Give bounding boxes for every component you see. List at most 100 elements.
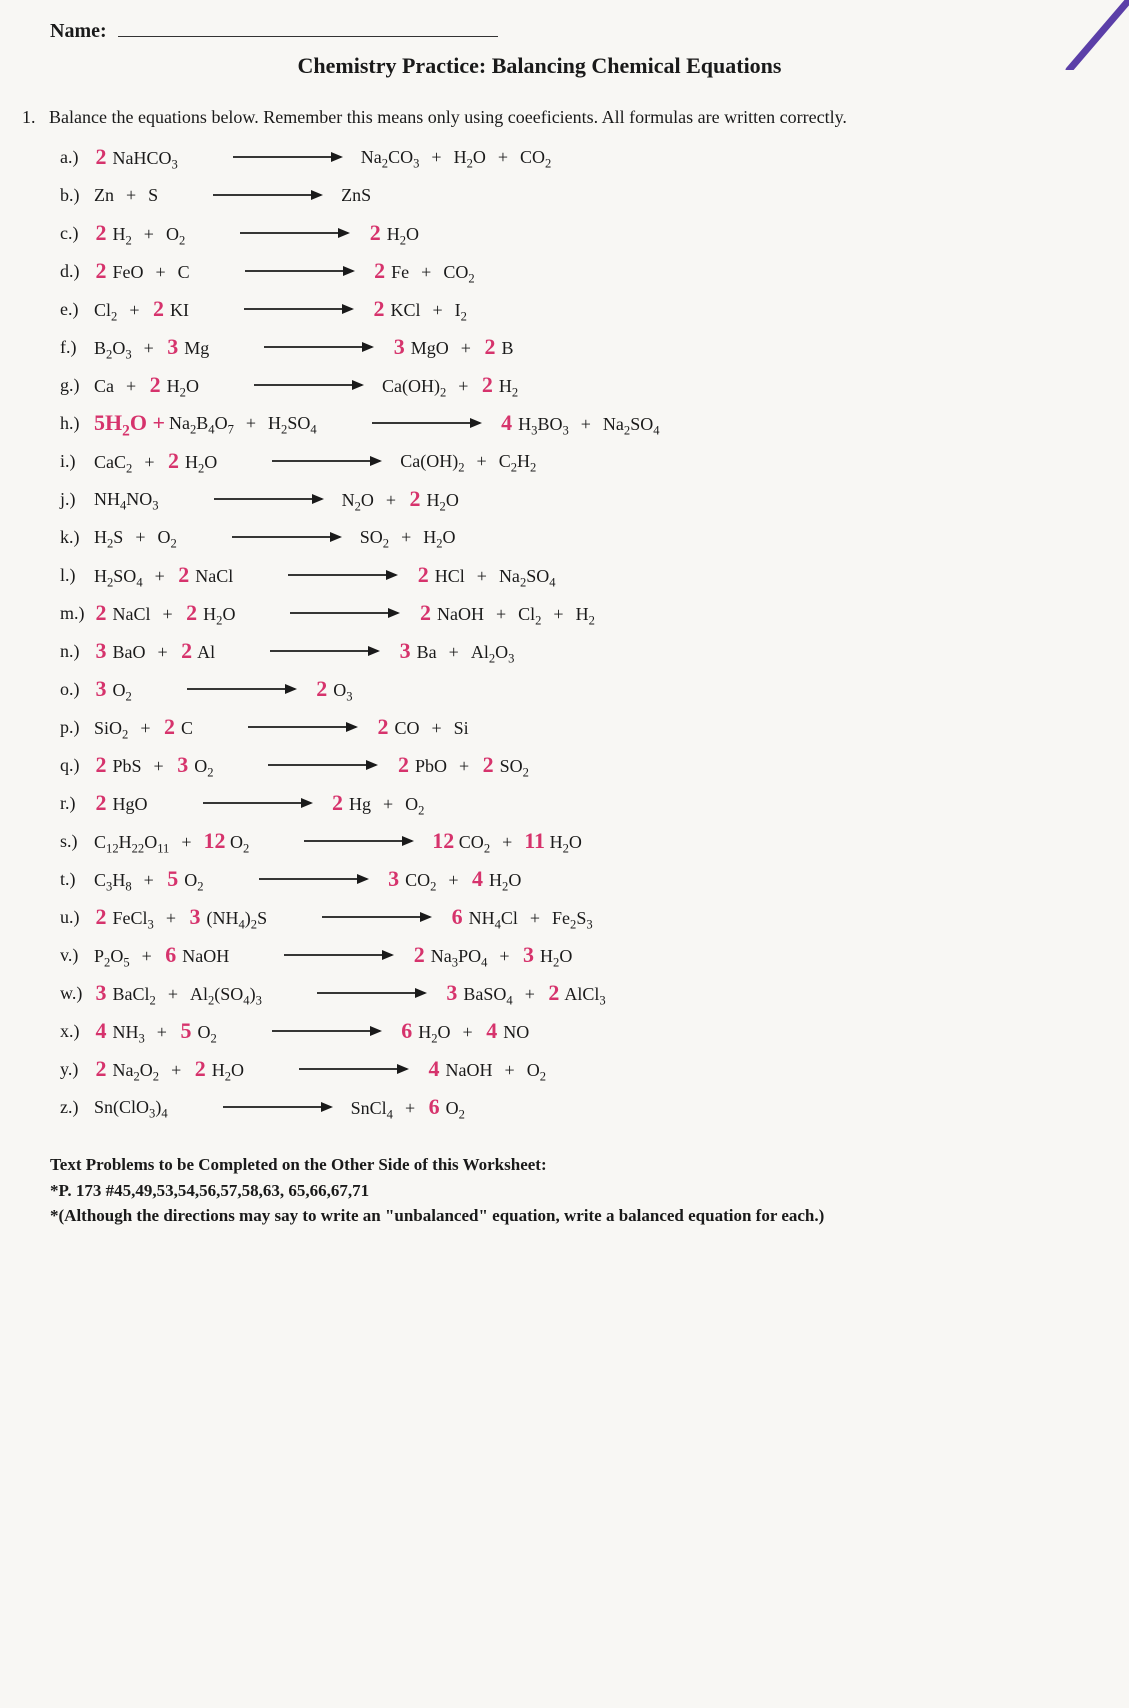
reaction-arrow-icon [244, 302, 354, 316]
handwritten-coefficient: 3 [522, 944, 536, 966]
equation-row: h.)5H2O +Na2B4O7 + H2SO4 4 H3BO3 + Na2SO… [50, 404, 1029, 442]
chemical-formula: H2O [185, 452, 217, 472]
handwritten-coefficient: 6 [164, 944, 178, 966]
chemical-formula: CO2 [443, 262, 474, 282]
equation-rhs: 4 H3BO3 + Na2SO4 [500, 412, 660, 434]
chemical-formula: NaHCO3 [113, 148, 178, 168]
chemical-formula: Al [197, 642, 215, 662]
chemical-formula: Fe [391, 262, 409, 282]
chemical-formula: SnCl4 [351, 1098, 393, 1118]
chemical-formula: Na2B4O7 [169, 413, 234, 433]
equation-label: v.) [50, 946, 94, 964]
name-label: Name: [50, 20, 107, 42]
handwritten-coefficient: 3 [398, 640, 412, 662]
reaction-arrow-icon [270, 644, 380, 658]
chemical-formula: H2O [418, 1022, 450, 1042]
equation-rhs: 2 KCl + I2 [372, 298, 467, 320]
chemical-formula: HCl [435, 566, 465, 586]
handwritten-coefficient: 3 [392, 336, 406, 358]
equation-rhs: 6 H2O + 4 NO [400, 1020, 529, 1042]
equation-label: r.) [50, 794, 94, 812]
chemical-formula: H2O [427, 490, 459, 510]
chemical-formula: Na2SO4 [603, 414, 660, 434]
equation-lhs: 2 HgO [94, 792, 175, 814]
chemical-formula: H3BO3 [518, 414, 569, 434]
equation-row: c.)2 H2 + O2 2 H2O [50, 214, 1029, 252]
equation-lhs: 2 Na2O2 + 2 H2O [94, 1058, 271, 1080]
equation-row: u.)2 FeCl3 + 3 (NH4)2S 6 NH4Cl + Fe2S3 [50, 898, 1029, 936]
reaction-arrow-icon [322, 910, 432, 924]
handwritten-coefficient: 2 [547, 982, 561, 1004]
equation-label: n.) [50, 642, 94, 660]
chemical-formula: KI [170, 300, 189, 320]
reaction-arrow-icon [284, 948, 394, 962]
reaction-arrow-icon [233, 150, 343, 164]
equation-row: e.)Cl2 + 2 KI 2 KCl + I2 [50, 290, 1029, 328]
handwritten-coefficient: 2 [180, 640, 194, 662]
reaction-arrow-icon [232, 530, 342, 544]
chemical-formula: O2 [157, 527, 176, 547]
equation-rhs: 2 HCl + Na2SO4 [416, 564, 555, 586]
footer-line-2: *P. 173 #45,49,53,54,56,57,58,63, 65,66,… [50, 1178, 1029, 1204]
equation-rhs: 2 PbO + 2 SO2 [396, 754, 528, 776]
equation-row: g.)Ca + 2 H2O Ca(OH)2 + 2 H2 [50, 366, 1029, 404]
chemical-formula: NaCl [195, 566, 233, 586]
chemical-formula: KCl [390, 300, 420, 320]
handwritten-coefficient: 12 [204, 830, 226, 852]
chemical-formula: H2O [489, 870, 521, 890]
chemical-formula: H2O [454, 147, 486, 167]
reaction-arrow-icon [304, 834, 414, 848]
chemical-formula: BaSO4 [463, 984, 512, 1004]
chemical-formula: NH3 [113, 1022, 145, 1042]
equation-row: w.)3 BaCl2 + Al2(SO4)3 3 BaSO4 + 2 AlCl3 [50, 974, 1029, 1012]
handwritten-coefficient: 2 [372, 298, 386, 320]
chemical-formula: CO2 [405, 870, 436, 890]
footer-text: Text Problems to be Completed on the Oth… [50, 1152, 1029, 1229]
chemical-formula: NH4NO3 [94, 489, 159, 509]
equation-lhs: H2SO4 + 2 NaCl [94, 564, 260, 586]
equation-label: t.) [50, 870, 94, 888]
chemical-formula: H2O [423, 527, 455, 547]
handwritten-coefficient: 2 [483, 336, 497, 358]
chemical-formula: AlCl3 [564, 984, 605, 1004]
chemical-formula: B [501, 338, 513, 358]
chemical-formula: C12H22O11 [94, 832, 169, 852]
equation-lhs: 3 BaCl2 + Al2(SO4)3 [94, 982, 289, 1004]
equation-rhs: Ca(OH)2 + 2 H2 [382, 374, 518, 396]
equation-label: j.) [50, 490, 94, 508]
chemical-formula: O2 [197, 1022, 216, 1042]
handwritten-coefficient: 2 [193, 1058, 207, 1080]
handwritten-coefficient: 2 [151, 298, 165, 320]
chemical-formula: CO [394, 718, 419, 738]
chemical-formula: Na2SO4 [499, 566, 556, 586]
equation-label: d.) [50, 262, 94, 280]
chemical-formula: NaOH [437, 604, 484, 624]
handwritten-coefficient: 2 [94, 602, 108, 624]
reaction-arrow-icon [317, 986, 427, 1000]
reaction-arrow-icon [299, 1062, 409, 1076]
handwritten-coefficient: 2 [94, 146, 108, 168]
handwritten-coefficient: 2 [162, 716, 176, 738]
chemical-formula: C2H2 [499, 451, 537, 471]
chemical-formula: O2 [194, 756, 213, 776]
name-blank-line[interactable] [118, 36, 498, 37]
chemical-formula: H2SO4 [268, 413, 317, 433]
chemical-formula: Ca(OH)2 [382, 376, 446, 396]
equation-row: n.)3 BaO + 2 Al 3 Ba + Al2O3 [50, 632, 1029, 670]
handwritten-coefficient: 3 [188, 906, 202, 928]
handwritten-coefficient: 4 [485, 1020, 499, 1042]
chemical-formula: P2O5 [94, 946, 130, 966]
equation-rhs: SnCl4 + 6 O2 [351, 1096, 465, 1118]
chemical-formula: H2O [167, 376, 199, 396]
chemical-formula: H2O [212, 1060, 244, 1080]
equation-rhs: 12 CO2 + 11 H2O [432, 830, 582, 852]
reaction-arrow-icon [245, 264, 355, 278]
equation-rhs: N2O + 2 H2O [342, 488, 459, 510]
chemical-formula: SiO2 [94, 718, 128, 738]
equation-row: p.)SiO2 + 2 C 2 CO + Si [50, 708, 1029, 746]
reaction-arrow-icon [272, 1024, 382, 1038]
equation-lhs: 2 FeO + C [94, 260, 217, 282]
equation-lhs: 2 H2 + O2 [94, 222, 212, 244]
reaction-arrow-icon [254, 378, 364, 392]
equation-row: k.)H2S + O2 SO2 + H2O [50, 518, 1029, 556]
